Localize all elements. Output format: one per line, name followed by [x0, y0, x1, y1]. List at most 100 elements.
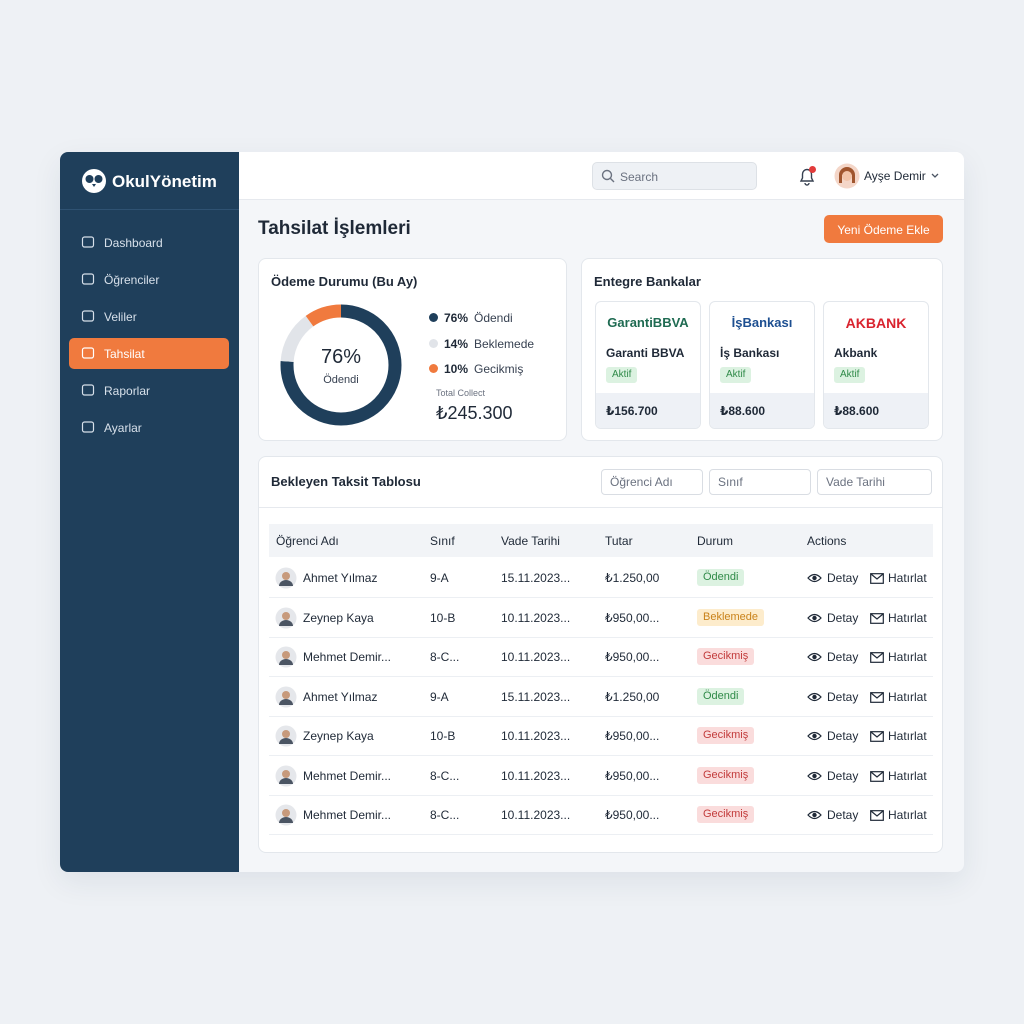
- divider: [60, 209, 239, 210]
- dropdown-caret: [931, 173, 939, 178]
- icon-shape: [807, 810, 822, 820]
- remind-icon[interactable]: [870, 573, 884, 584]
- avatar-body: [279, 738, 293, 744]
- nav-icon: [81, 310, 95, 322]
- filter-placeholder: Öğrenci Adı: [610, 475, 673, 489]
- cell-class: 9-A: [430, 571, 449, 585]
- icon-shape: [870, 612, 884, 624]
- detail-action[interactable]: Detay: [827, 768, 859, 783]
- remind-icon[interactable]: [870, 810, 884, 821]
- divider: [259, 507, 942, 508]
- icon-shape: [812, 773, 817, 778]
- payment-status-card: Ödeme Durumu (Bu Ay) 76% Ödendi 76% Ödendi…: [258, 258, 567, 441]
- filter-input[interactable]: Sınıf: [709, 469, 811, 495]
- detail-action[interactable]: Detay: [827, 729, 859, 743]
- user-name[interactable]: Ayşe Demir: [864, 169, 926, 183]
- user-avatar[interactable]: [834, 163, 860, 189]
- nav-item[interactable]: Raporlar: [69, 375, 229, 406]
- avatar-body: [279, 777, 293, 784]
- detail-icon[interactable]: [807, 730, 822, 742]
- remind-icon[interactable]: [870, 652, 884, 663]
- avatar-body: [279, 817, 293, 823]
- cell-amount: ₺1.250,00: [605, 571, 660, 585]
- sidebar: OkulYönetim Dashboard Öğrenciler Veliler Ta…: [60, 152, 239, 872]
- total-label: Total Collect: [436, 388, 486, 398]
- remind-action[interactable]: Hatırlat: [888, 729, 927, 743]
- remind-action[interactable]: Hatırlat: [888, 610, 927, 625]
- detail-icon[interactable]: [807, 809, 822, 821]
- notification-bell[interactable]: [796, 165, 818, 187]
- cell-name: Mehmet Demir...: [303, 650, 392, 664]
- bank-amount: ₺88.600: [720, 404, 766, 418]
- detail-action[interactable]: Detay: [827, 689, 859, 704]
- detail-action[interactable]: Detay: [827, 808, 859, 822]
- bank-tile[interactable]: AKBANK Akbank Aktif ₺88.600: [823, 301, 929, 429]
- filter-placeholder: Sınıf: [718, 475, 743, 489]
- detail-icon[interactable]: [807, 770, 822, 782]
- legend-label: Gecikmiş: [474, 362, 524, 376]
- bank-tile[interactable]: GarantiBBVA Garanti BBVA Aktif ₺156.700: [595, 301, 701, 429]
- bank-amount: ₺156.700: [606, 404, 658, 418]
- avatar-head: [282, 809, 290, 817]
- detail-action[interactable]: Detay: [827, 610, 859, 625]
- detail-icon[interactable]: [807, 572, 822, 584]
- remind-action[interactable]: Hatırlat: [888, 768, 927, 783]
- filter-input[interactable]: Vade Tarihi: [817, 469, 932, 495]
- row-divider: [269, 715, 933, 717]
- detail-icon[interactable]: [807, 612, 822, 624]
- detail-action[interactable]: Detay: [827, 571, 859, 585]
- app-window: OkulYönetim Dashboard Öğrenciler Veliler Ta…: [60, 152, 964, 872]
- cell-amount: ₺950,00...: [605, 768, 660, 783]
- cell-due: 10.11.2023...: [501, 610, 571, 625]
- banks-card: Entegre Bankalar GarantiBBVA Garanti BBVA…: [581, 258, 943, 441]
- status-badge: Aktif: [606, 367, 638, 383]
- row-divider: [269, 636, 933, 638]
- nav-label: Veliler: [104, 310, 137, 324]
- icon-shape: [81, 310, 95, 322]
- donut-chart: 76% Ödendi: [280, 304, 402, 426]
- icon-shape: [81, 384, 95, 396]
- legend-dot: [429, 364, 438, 373]
- remind-action[interactable]: Hatırlat: [888, 689, 927, 704]
- add-payment-button[interactable]: Yeni Ödeme Ekle: [824, 215, 943, 243]
- bank-amount-area: ₺156.700: [596, 393, 700, 428]
- detail-action[interactable]: Detay: [827, 650, 859, 664]
- row-divider: [269, 597, 933, 598]
- student-avatar: [275, 567, 297, 589]
- legend-label: Beklemede: [474, 336, 535, 351]
- remind-icon[interactable]: [870, 612, 884, 624]
- icon-shape: [870, 573, 884, 584]
- nav-item[interactable]: Ayarlar: [69, 412, 229, 443]
- remind-action[interactable]: Hatırlat: [888, 571, 927, 585]
- cell-name: Zeynep Kaya: [303, 610, 374, 625]
- icon-shape: [807, 731, 822, 741]
- icon-shape: [812, 733, 817, 739]
- search-placeholder: Search: [620, 170, 659, 184]
- remind-icon[interactable]: [870, 691, 884, 703]
- nav-item[interactable]: Veliler: [69, 301, 229, 332]
- legend-value: 10%: [444, 362, 469, 376]
- icon-shape: [812, 615, 817, 620]
- remind-action[interactable]: Hatırlat: [888, 650, 927, 664]
- nav-item[interactable]: Öğrenciler: [69, 264, 229, 295]
- donut-center-label: Ödendi: [323, 374, 358, 386]
- brand-logo: [82, 169, 106, 193]
- cell-amount: ₺950,00...: [605, 808, 660, 822]
- filter-input[interactable]: Öğrenci Adı: [601, 469, 703, 495]
- remind-icon[interactable]: [870, 731, 884, 742]
- nav-item[interactable]: Dashboard: [69, 227, 229, 258]
- remind-icon[interactable]: [870, 770, 884, 782]
- avatar-body: [279, 659, 293, 665]
- bank-logo: AKBANK: [845, 315, 907, 331]
- remind-action[interactable]: Hatırlat: [888, 808, 927, 822]
- student-avatar: [275, 686, 297, 707]
- student-avatar: [275, 765, 297, 786]
- cell-due: 10.11.2023...: [501, 808, 571, 822]
- status-badge: Gecikmiş: [697, 766, 755, 784]
- search-box[interactable]: Search: [592, 162, 757, 190]
- detail-icon[interactable]: [807, 691, 822, 703]
- nav-item[interactable]: Tahsilat: [69, 338, 229, 369]
- detail-icon[interactable]: [807, 651, 822, 663]
- bank-tile[interactable]: İşBankası İş Bankası Aktif ₺88.600: [709, 301, 815, 429]
- bank-amount: ₺88.600: [834, 404, 880, 418]
